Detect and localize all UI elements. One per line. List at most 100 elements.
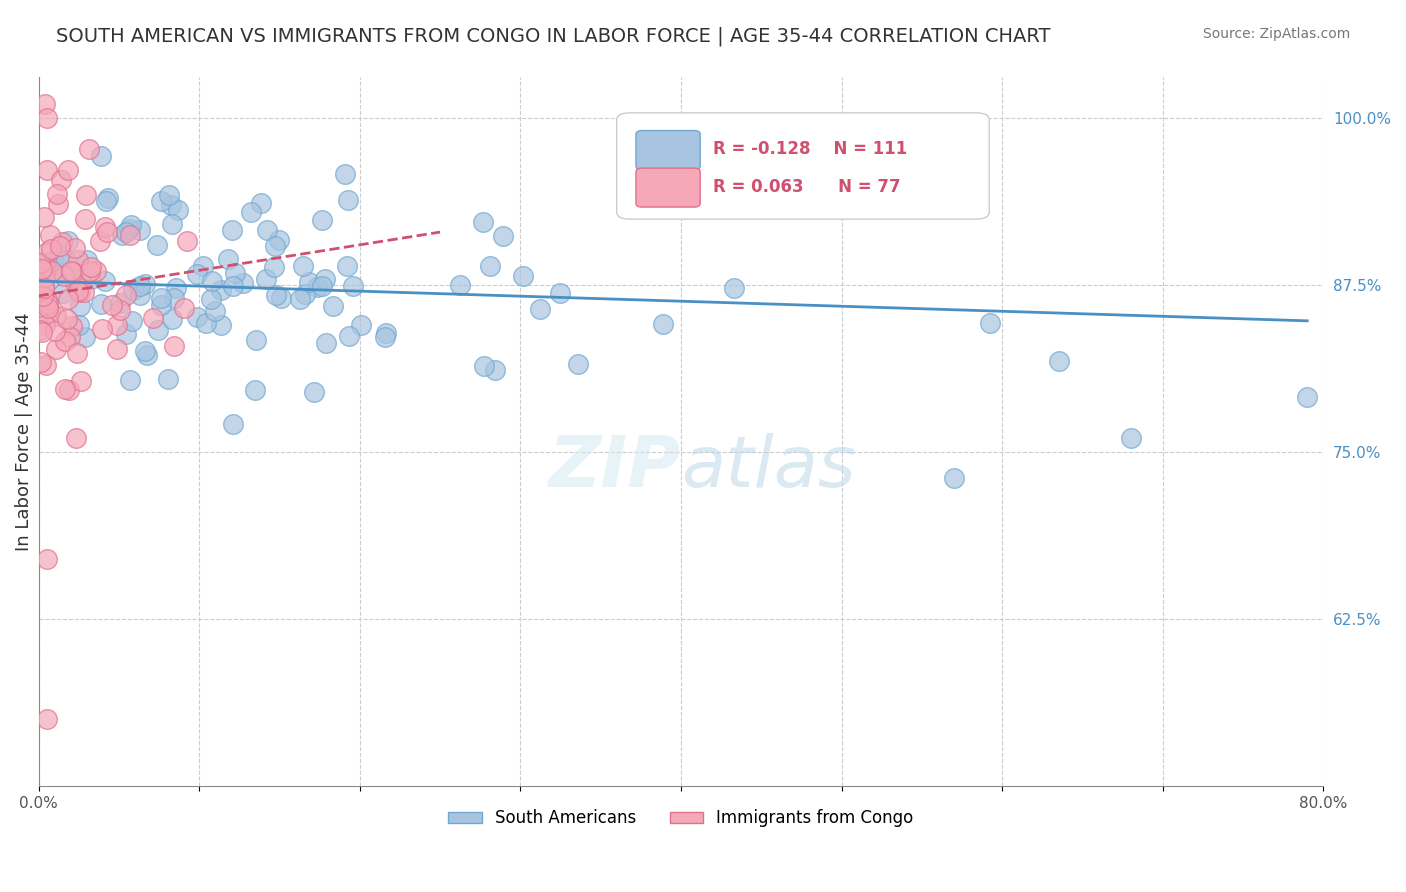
Point — [217, 252, 239, 267]
Point — [48, 249, 70, 263]
Point — [90, 297, 112, 311]
Point — [270, 291, 292, 305]
Point — [267, 233, 290, 247]
Point — [163, 291, 186, 305]
Point — [115, 225, 138, 239]
Point — [224, 266, 246, 280]
Point — [176, 235, 198, 249]
Point — [41, 242, 63, 256]
Point — [91, 322, 114, 336]
Point — [472, 359, 495, 373]
Point — [302, 384, 325, 399]
Point — [163, 339, 186, 353]
Point — [315, 336, 337, 351]
Point — [75, 212, 97, 227]
Point — [165, 281, 187, 295]
Point — [52, 285, 75, 300]
Point — [46, 196, 69, 211]
Point — [94, 219, 117, 234]
Point — [204, 304, 226, 318]
Point — [80, 260, 103, 274]
Point — [548, 285, 571, 300]
Point — [305, 280, 328, 294]
Point — [336, 259, 359, 273]
Text: R = -0.128    N = 111: R = -0.128 N = 111 — [713, 140, 907, 158]
Point — [294, 287, 316, 301]
Text: R = 0.063      N = 77: R = 0.063 N = 77 — [713, 178, 901, 195]
Point — [79, 263, 101, 277]
Point — [350, 318, 373, 333]
Point — [31, 325, 53, 339]
Point — [142, 311, 165, 326]
Point — [100, 298, 122, 312]
Point — [529, 302, 551, 317]
Point — [51, 235, 73, 249]
Legend: South Americans, Immigrants from Congo: South Americans, Immigrants from Congo — [441, 803, 920, 834]
Point — [30, 262, 52, 277]
Point — [239, 205, 262, 219]
Point — [209, 283, 232, 297]
Point — [110, 303, 132, 318]
Point — [55, 253, 77, 268]
Point — [337, 193, 360, 207]
Point — [322, 299, 344, 313]
Point — [58, 293, 80, 307]
Point — [209, 318, 232, 332]
Point — [73, 330, 96, 344]
Point — [34, 266, 56, 280]
Point — [51, 173, 73, 187]
Point — [65, 278, 87, 293]
Point — [63, 241, 86, 255]
Point — [254, 272, 277, 286]
Point — [160, 198, 183, 212]
Point — [115, 326, 138, 341]
Point — [162, 218, 184, 232]
Point — [73, 285, 96, 300]
Point — [195, 316, 218, 330]
Point — [58, 265, 80, 279]
Text: atlas: atlas — [681, 433, 855, 501]
Point — [53, 334, 76, 349]
Point — [53, 382, 76, 396]
Point — [62, 318, 84, 333]
Point — [333, 168, 356, 182]
Point — [342, 279, 364, 293]
Point — [58, 383, 80, 397]
Point — [128, 223, 150, 237]
Point — [288, 293, 311, 307]
Point — [35, 712, 58, 726]
Point — [311, 279, 333, 293]
Point — [264, 288, 287, 302]
Point — [34, 256, 56, 270]
Point — [221, 279, 243, 293]
Point — [121, 283, 143, 297]
Point — [67, 318, 90, 333]
Point — [45, 342, 67, 356]
Point — [84, 263, 107, 277]
Point — [256, 223, 278, 237]
Point — [66, 253, 89, 268]
Point — [56, 312, 79, 326]
Point — [512, 268, 534, 283]
Point — [134, 343, 156, 358]
Point — [652, 317, 675, 331]
Point — [35, 310, 58, 325]
Point — [942, 471, 965, 485]
Point — [94, 194, 117, 208]
Point — [48, 239, 70, 253]
Point — [97, 191, 120, 205]
Point — [114, 288, 136, 302]
Point — [30, 323, 52, 337]
Point — [66, 281, 89, 295]
Text: ZIP: ZIP — [548, 433, 681, 501]
Point — [51, 266, 73, 280]
Point — [35, 111, 58, 125]
Point — [94, 274, 117, 288]
Point — [263, 239, 285, 253]
Point — [135, 348, 157, 362]
Point — [128, 288, 150, 302]
Point — [111, 228, 134, 243]
Point — [37, 301, 59, 315]
Point — [75, 188, 97, 202]
Point — [35, 162, 58, 177]
